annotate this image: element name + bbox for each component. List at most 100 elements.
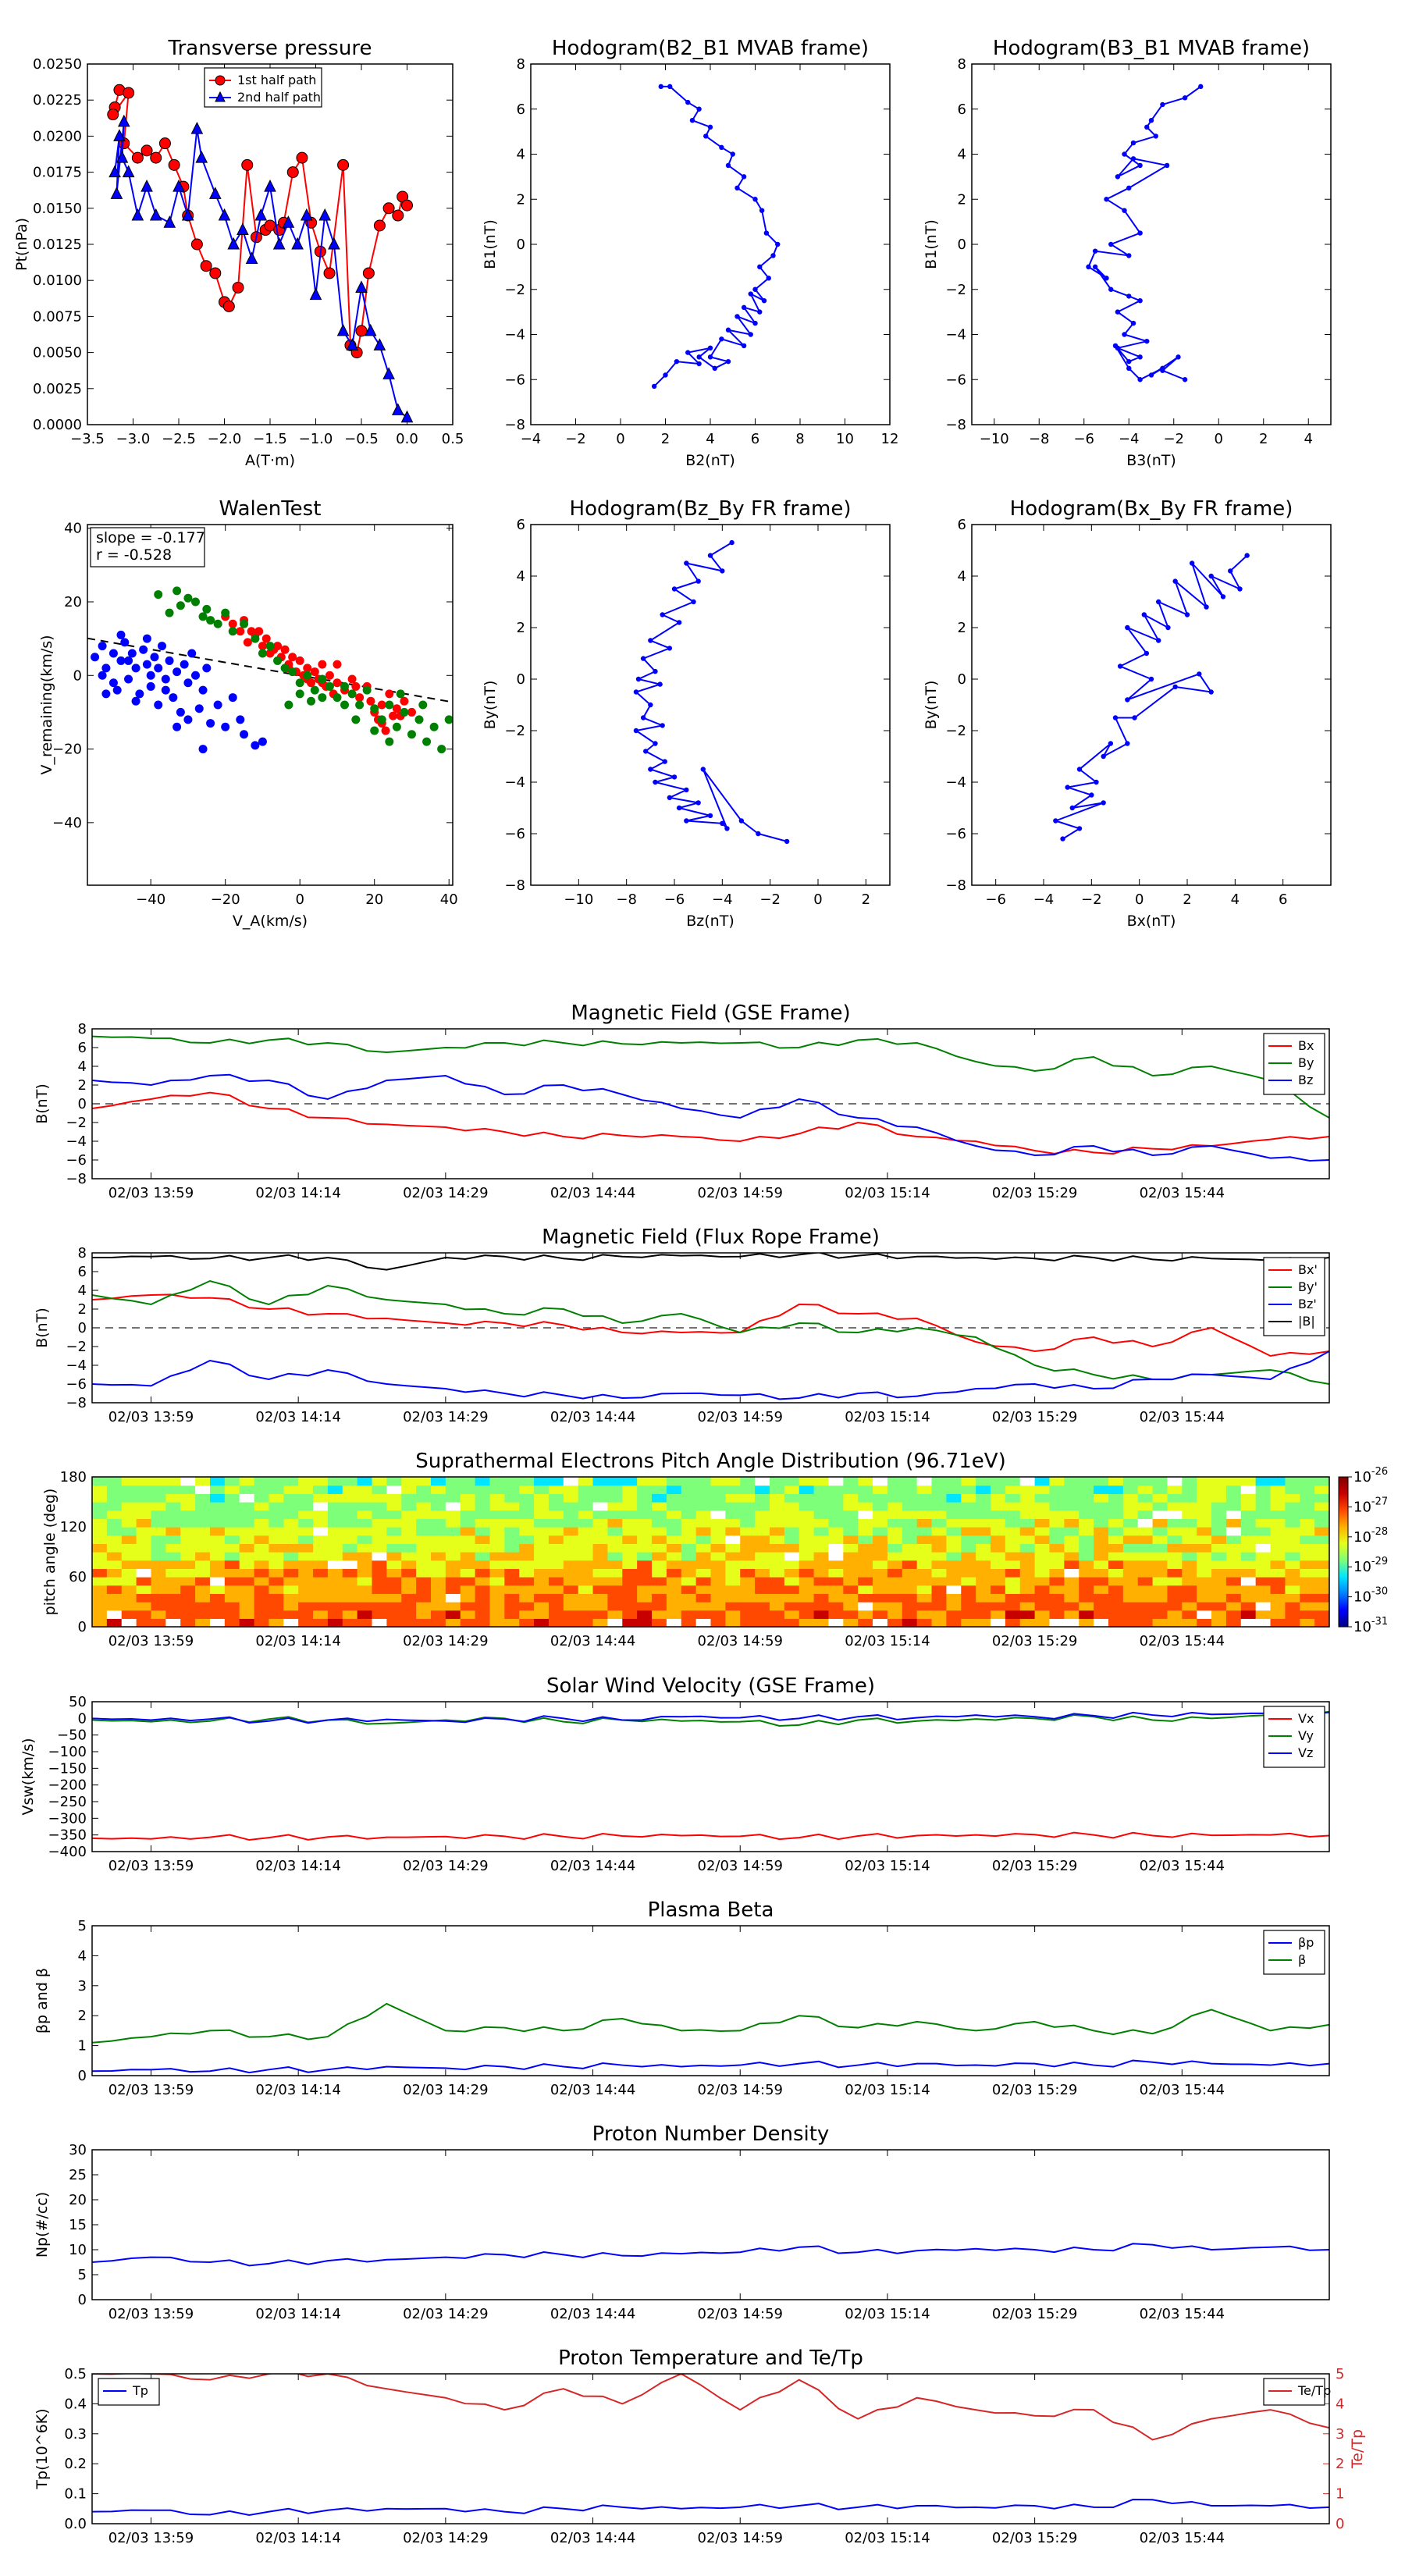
heatmap-cell — [269, 1560, 284, 1569]
heatmap-cell — [1064, 1510, 1080, 1519]
time-tick-label: 02/03 14:29 — [403, 2082, 488, 2098]
heatmap-cell — [1122, 1602, 1139, 1611]
heatmap-cell — [695, 1568, 712, 1578]
heatmap-cell — [136, 1518, 152, 1528]
heatmap-cell — [1108, 1510, 1124, 1519]
plot-area — [1053, 553, 1250, 841]
heatmap-cell — [239, 1602, 255, 1611]
heatmap-cell — [519, 1527, 535, 1536]
data-point — [643, 749, 649, 754]
heatmap-cell — [180, 1535, 196, 1544]
heatmap-cell — [1240, 1560, 1257, 1569]
heatmap-cell — [1225, 1577, 1242, 1586]
heatmap-cell — [209, 1610, 226, 1619]
heatmap-cell — [401, 1610, 417, 1619]
heatmap-cell — [578, 1510, 594, 1519]
heatmap-cell — [1240, 1543, 1257, 1553]
heatmap-cell — [1300, 1552, 1315, 1561]
heatmap-cell — [828, 1477, 844, 1486]
time-tick-label: 02/03 15:44 — [1140, 1185, 1225, 1201]
data-point — [146, 671, 155, 680]
axes-frame — [971, 63, 1332, 425]
heatmap-cell — [342, 1485, 358, 1494]
heatmap-cell — [916, 1560, 933, 1569]
heatmap-cell — [1211, 1585, 1227, 1594]
heatmap-cell — [1079, 1502, 1094, 1511]
time-tick-label: 02/03 14:14 — [255, 2306, 340, 2322]
data-point — [183, 678, 193, 688]
heatmap-cell — [401, 1577, 417, 1586]
heatmap-cell — [342, 1518, 358, 1528]
heatmap-cell — [991, 1568, 1006, 1578]
heatmap-cell — [1079, 1577, 1094, 1586]
time-tick-label: 02/03 14:29 — [403, 2530, 488, 2546]
heatmap-cell — [106, 1593, 123, 1603]
heatmap-cell — [430, 1477, 446, 1486]
heatmap-cell — [887, 1543, 903, 1553]
heatmap-cell — [755, 1618, 770, 1627]
heatmap-cell — [1240, 1552, 1257, 1561]
heatmap-cell — [725, 1527, 741, 1536]
heatmap-cell — [357, 1568, 373, 1578]
heatmap-cell — [519, 1610, 535, 1619]
y-tick-label: 40 — [64, 521, 82, 537]
data-point — [190, 671, 200, 680]
heatmap-cell — [1137, 1585, 1154, 1594]
data-point — [237, 222, 249, 236]
data-point — [724, 826, 730, 831]
heatmap-cell — [1152, 1577, 1168, 1586]
heatmap-cell — [357, 1585, 373, 1594]
heatmap-cell — [121, 1552, 137, 1561]
heatmap-cell — [769, 1618, 785, 1627]
data-point — [695, 800, 701, 806]
heatmap-cell — [563, 1585, 579, 1594]
heatmap-cell — [416, 1485, 432, 1494]
heatmap-cell — [254, 1552, 270, 1561]
heatmap-cell — [1005, 1535, 1021, 1544]
heatmap-cell — [1034, 1568, 1051, 1578]
axes-frame — [91, 2149, 1330, 2300]
heatmap-cell — [873, 1552, 888, 1561]
heatmap-cell — [195, 1585, 211, 1594]
data-point — [295, 678, 304, 688]
y-tick-label: −350 — [48, 1827, 87, 1844]
heatmap-cell — [534, 1552, 550, 1561]
heatmap-cell — [916, 1493, 933, 1503]
heatmap-cell — [386, 1502, 402, 1511]
heatmap-cell — [519, 1543, 535, 1553]
heatmap-cell — [136, 1593, 152, 1603]
y-tick-label: −2 — [945, 723, 966, 739]
y-tick-label: −4 — [504, 774, 525, 791]
y-axis-label: B(nT) — [34, 1308, 51, 1348]
heatmap-cell — [401, 1493, 417, 1503]
heatmap-cell — [622, 1485, 638, 1494]
heatmap-cell — [563, 1493, 579, 1503]
heatmap-cell — [843, 1493, 859, 1503]
heatmap-cell — [313, 1518, 329, 1528]
heatmap-cell — [1049, 1518, 1065, 1528]
heatmap-cell — [637, 1493, 653, 1503]
heatmap-cell — [342, 1543, 358, 1553]
data-point — [1208, 573, 1214, 579]
heatmap-cell — [666, 1568, 682, 1578]
heatmap-cell — [195, 1593, 211, 1603]
data-point — [303, 671, 312, 680]
heatmap-cell — [976, 1493, 991, 1503]
data-point — [658, 84, 663, 90]
heatmap-cell — [195, 1527, 211, 1536]
data-point — [362, 267, 375, 279]
heatmap-cell — [504, 1493, 520, 1503]
heatmap-cell — [1182, 1560, 1197, 1569]
heatmap-cell — [740, 1585, 756, 1594]
heatmap-cell — [652, 1568, 667, 1578]
heatmap-cell — [1255, 1543, 1272, 1553]
heatmap-cell — [489, 1493, 505, 1503]
heatmap-cell — [298, 1585, 314, 1594]
heatmap-cell — [873, 1527, 888, 1536]
heatmap-cell — [622, 1518, 638, 1528]
data-point — [381, 726, 390, 735]
heatmap-cell — [269, 1618, 284, 1627]
heatmap-cell — [813, 1618, 830, 1627]
heatmap-cell — [1167, 1618, 1183, 1627]
heatmap-cell — [622, 1543, 638, 1553]
